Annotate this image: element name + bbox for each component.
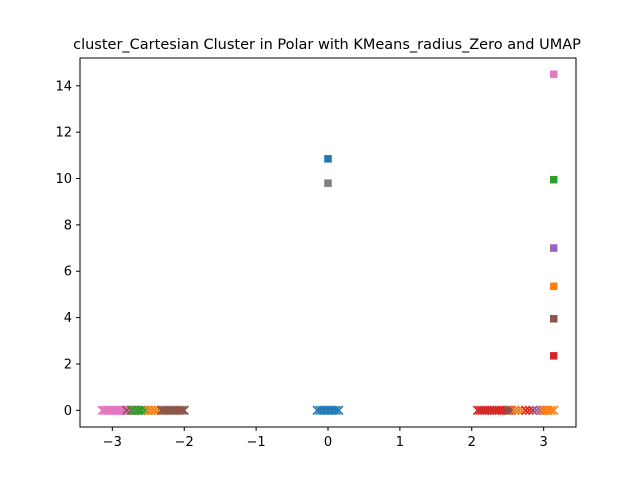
data-point-x-marker — [502, 405, 513, 416]
x-tick-label: −1 — [247, 435, 266, 450]
x-tick-label: −3 — [103, 435, 122, 450]
data-point-x-marker — [177, 405, 187, 416]
cluster-center-marker — [549, 315, 558, 323]
x-tick-label: 1 — [396, 435, 404, 450]
cluster-center-marker — [549, 70, 558, 78]
y-tick-label: 4 — [64, 311, 72, 326]
cluster-center-marker — [549, 175, 558, 184]
data-point-x-marker — [179, 405, 189, 416]
y-tick-label: 6 — [64, 265, 72, 280]
data-point-x-marker — [524, 405, 535, 416]
chart-title: cluster_Cartesian Cluster in Polar with … — [73, 37, 581, 53]
data-point-x-marker — [334, 405, 344, 416]
x-tick-label: 2 — [468, 435, 476, 450]
y-tick-label: 0 — [64, 404, 72, 419]
y-tick-label: 2 — [64, 357, 72, 372]
data-point-x-marker — [528, 405, 538, 416]
y-axis: 0 2 4 6 8 10 12 14 — [55, 79, 80, 419]
cluster-center-marker — [549, 282, 558, 291]
cluster-center-marker — [324, 155, 332, 163]
x-tick-label: 0 — [324, 435, 332, 450]
cluster-center-marker — [549, 352, 558, 360]
x-tick-label: −2 — [175, 435, 194, 450]
data-point-x-marker — [510, 405, 520, 416]
data-point-x-marker — [546, 405, 556, 416]
cluster-center-marker — [549, 244, 558, 252]
x-tick-label: 3 — [540, 435, 548, 450]
plot-marks — [97, 70, 559, 416]
data-point-x-marker — [123, 405, 133, 416]
data-point-x-marker — [517, 405, 527, 416]
cluster-center-marker — [324, 179, 332, 187]
y-tick-label: 14 — [55, 79, 72, 94]
y-tick-label: 8 — [64, 218, 72, 233]
x-axis: −3 −2 −1 0 1 2 3 — [103, 427, 548, 450]
data-point-x-marker — [506, 405, 517, 416]
y-tick-label: 10 — [55, 172, 72, 187]
data-point-x-marker — [548, 405, 559, 416]
data-point-x-marker — [520, 405, 531, 416]
plot-frame — [79, 57, 577, 428]
data-point-x-marker — [331, 405, 341, 416]
y-tick-label: 12 — [55, 126, 72, 141]
data-point-x-marker — [513, 405, 524, 416]
data-point-x-marker — [538, 405, 549, 416]
